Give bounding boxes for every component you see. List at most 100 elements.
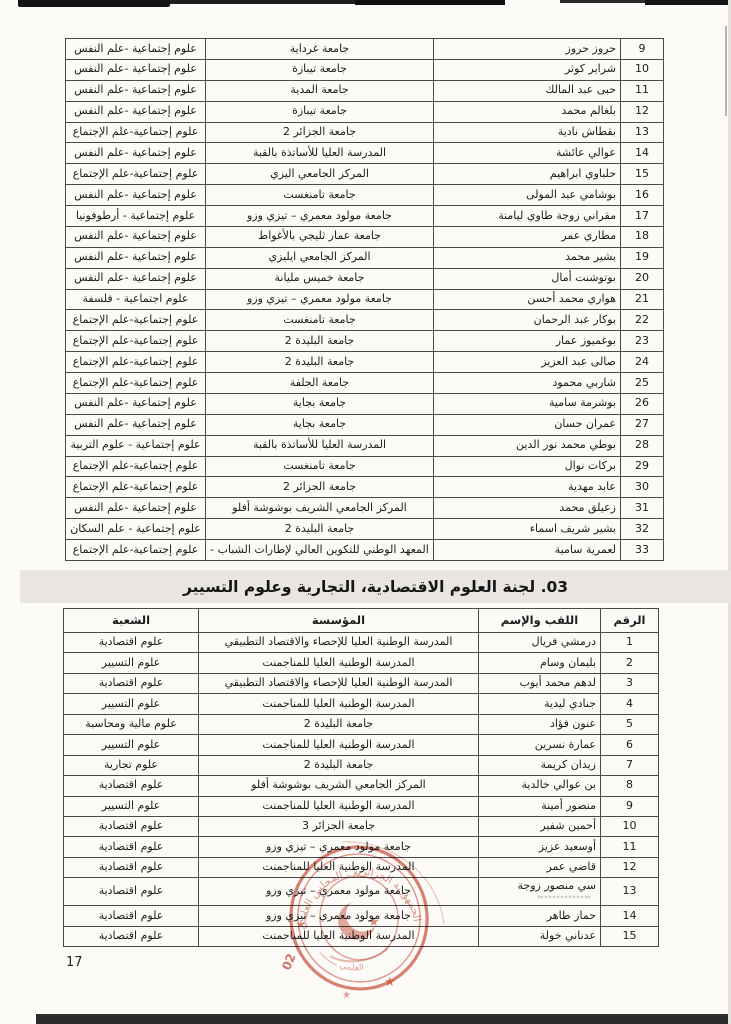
- member-institution: جامعة تامنغست: [205, 455, 434, 478]
- member-institution: جامعة تيبازة: [205, 58, 434, 81]
- table-row: 27 عمران حسان جامعة بجاية علوم إجتماعية -عل…: [65, 413, 664, 436]
- member-name: هواري محمد أحسن: [433, 288, 621, 311]
- table-row: 16 بوشامي عبد المولى جامعة تامنغست علوم إجت…: [65, 184, 664, 206]
- row-number: 18: [620, 225, 664, 248]
- member-specialty: علوم إجتماعية-علم الإجتماع: [65, 539, 206, 561]
- row-number: 8: [600, 775, 659, 797]
- row-number: 20: [620, 267, 664, 290]
- member-name: مطاري عمر: [433, 225, 621, 248]
- member-name: بقطاش نادية: [433, 121, 621, 144]
- member-institution: جامعة تامنغست: [205, 309, 434, 332]
- table-row: 10 شراير كوثر جامعة تيبازة علوم إجتماعية -ع…: [65, 58, 664, 81]
- member-institution: جامعة عمار ثليجي بالأغواط: [205, 225, 434, 248]
- row-number: 16: [620, 184, 664, 206]
- table-row: 8 بن عوالي خالدية المركز الجامعي الشريف بو…: [63, 775, 659, 797]
- row-number: 10: [600, 815, 659, 838]
- table-row: 21 هواري محمد أحسن جامعة مولود معمري – تيز…: [65, 288, 664, 311]
- member-name: عوالي عائشة: [433, 142, 621, 165]
- section-heading-band: 03. لجنة العلوم الاقتصادية، التجارية وعل…: [20, 570, 731, 603]
- table-row: 18 مطاري عمر جامعة عمار ثليجي بالأغواط علوم…: [65, 225, 664, 248]
- row-number: 11: [620, 79, 664, 102]
- row-number: 30: [620, 476, 664, 499]
- scan-artifact-top: [560, 0, 645, 3]
- member-specialty: علوم اقتصادية: [63, 877, 199, 907]
- row-number: 4: [600, 693, 659, 715]
- member-name: درمشي فريال: [478, 631, 601, 654]
- table-row: 11 حبى عبد المالك جامعة المدية علوم إجتماعي…: [65, 79, 664, 102]
- member-name: بوتوشنت أمال: [433, 267, 621, 290]
- member-name: جنادي ليدية: [478, 693, 601, 715]
- member-name: بوطي محمد نور الدين: [433, 434, 621, 457]
- row-number: 11: [600, 836, 659, 858]
- member-institution: جامعة مولود معمري – تيزي وزو: [198, 836, 479, 858]
- member-institution: المدرسة الوطنية العليا للإحصاء والاقتصاد…: [198, 672, 479, 695]
- committee-members-table-economics: الرقم اللقب والإسم المؤسسة الشعبة 1 درمشي…: [63, 608, 659, 948]
- table-row: 1 درمشي فريال المدرسة الوطنية العليا للإحص…: [63, 631, 659, 654]
- scan-artifact-top: [645, 0, 731, 5]
- member-name: بليمان وسام: [478, 652, 601, 674]
- member-specialty: علوم إجتماعية -علم النفس: [65, 225, 206, 248]
- member-institution: جامعة غرداية: [205, 38, 434, 60]
- member-name: عمران حسان: [433, 413, 621, 436]
- member-institution: جامعة تامنغست: [205, 184, 434, 206]
- table-row: 24 صالى عبد العزيز جامعة البليدة 2 علوم إجت…: [65, 351, 664, 373]
- member-specialty: علوم إجتماعية -علم النفس: [65, 142, 206, 165]
- member-institution: المدرسة الوطنية العليا للمناجمنت: [198, 652, 479, 674]
- table-row: 15 حلباوي ابراهيم المركز الجامعي اليزي علوم…: [65, 163, 664, 186]
- member-specialty: علوم إجتماعية-علم الإجتماع: [65, 351, 206, 373]
- table-row: 15 عدناني خولة المدرسة الوطنية العليا للمن…: [63, 925, 659, 948]
- member-specialty: علوم التسيير: [63, 693, 199, 715]
- table-row: 7 زيدان كريمة جامعة البليدة 2 علوم تجارية: [63, 754, 659, 777]
- table-row: 9 منصور أمينة المدرسة الوطنية العليا للمنا…: [63, 795, 659, 817]
- row-number: 7: [600, 754, 659, 777]
- member-name: بن عوالي خالدية: [478, 775, 601, 797]
- row-number: 2: [600, 652, 659, 674]
- stamp-signature-squiggle: [329, 947, 389, 963]
- member-name: حبى عبد المالك: [433, 79, 621, 102]
- member-name: لعمرية سامية: [433, 539, 621, 561]
- member-institution: المدرسة الوطنية العليا للمناجمنت: [198, 856, 479, 879]
- row-number: 3: [600, 672, 659, 695]
- member-institution: المدرسة الوطنية العليا للمناجمنت: [198, 795, 479, 817]
- row-number: 23: [620, 330, 664, 353]
- row-number: 26: [620, 392, 664, 415]
- row-number: 22: [620, 309, 664, 332]
- table-row: 23 بوغميوز عمار جامعة البليدة 2 علوم إجتماع…: [65, 330, 664, 353]
- row-number: 28: [620, 434, 664, 457]
- row-number: 12: [620, 100, 664, 123]
- member-specialty: علوم تجارية: [63, 754, 199, 777]
- row-number: 25: [620, 372, 664, 394]
- row-number: 14: [620, 142, 664, 165]
- member-institution: جامعة البليدة 2: [205, 351, 434, 373]
- member-specialty: علوم التسيير: [63, 652, 199, 674]
- member-name: مقراني زوجة طاوي ليامنة: [433, 205, 621, 227]
- table-row: 33 لعمرية سامية المعهد الوطني للتكوين العا…: [65, 539, 664, 561]
- member-specialty: علوم اقتصادية: [63, 672, 199, 695]
- row-number: 33: [620, 539, 664, 561]
- scan-artifact-top: [355, 0, 505, 5]
- table-row: 3 لدهم محمد أيوب المدرسة الوطنية العليا لل…: [63, 672, 659, 695]
- member-institution: جامعة المدية: [205, 79, 434, 102]
- table-row: 19 بشير محمد المركز الجامعي ايليزي علوم إجت…: [65, 246, 664, 269]
- star-icon: ★: [384, 975, 396, 990]
- member-specialty: علوم إجتماعية - علوم التربية: [65, 434, 206, 457]
- row-number: 5: [600, 713, 659, 736]
- row-number: 15: [600, 925, 659, 948]
- table-row: 13 سي منصور زوجة جامعة مولود معمري – تيزي …: [63, 877, 659, 907]
- member-institution: جامعة الجزائر 2: [205, 121, 434, 144]
- section-heading: 03. لجنة العلوم الاقتصادية، التجارية وعل…: [182, 577, 569, 596]
- star-icon: ★: [342, 990, 351, 1001]
- member-name: أوسعيد عزيز: [478, 836, 601, 858]
- member-name: سي منصور زوجة: [478, 877, 601, 907]
- member-specialty: علوم مالية ومحاسبة: [63, 713, 199, 736]
- member-institution: جامعة البليدة 2: [198, 754, 479, 777]
- table-row: 31 زعيلق محمد المركز الجامعي الشريف بوشوشة…: [65, 497, 664, 520]
- member-institution: المدرسة الوطنية العليا للإحصاء والاقتصاد…: [198, 631, 479, 654]
- member-institution: المدرسة العليا للأساتذة بالقبة: [205, 142, 434, 165]
- member-specialty: علوم إجتماعية - علم السكان: [65, 518, 206, 540]
- member-specialty: علوم إجتماعية-علم الإجتماع: [65, 163, 206, 186]
- member-name: زيدان كريمة: [478, 754, 601, 777]
- table-row: 13 بقطاش نادية جامعة الجزائر 2 علوم إجتماعي…: [65, 121, 664, 144]
- table-row: 29 بركات نوال جامعة تامنغست علوم إجتماعية-ع…: [65, 455, 664, 478]
- member-specialty: علوم اقتصادية: [63, 925, 199, 948]
